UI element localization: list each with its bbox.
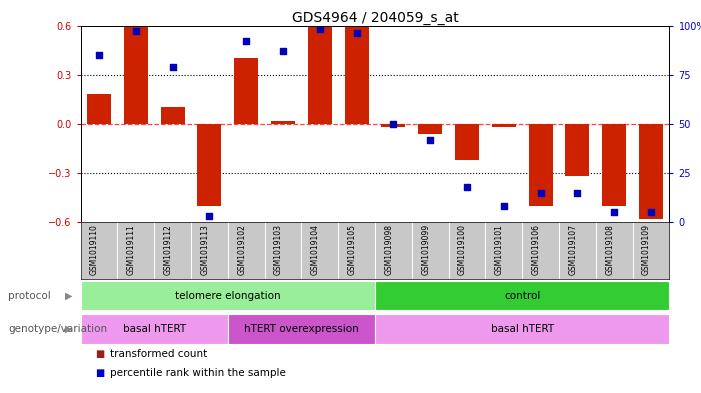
Bar [492, 124, 516, 127]
Bar [198, 124, 222, 206]
Bar [418, 124, 442, 134]
Text: GSM1019109: GSM1019109 [642, 224, 651, 275]
Text: GSM1019113: GSM1019113 [200, 224, 210, 275]
Point [204, 213, 215, 219]
Text: ▶: ▶ [65, 324, 72, 334]
Bar [375, 314, 669, 344]
Bar [124, 27, 148, 124]
Text: GSM1019099: GSM1019099 [421, 224, 430, 275]
Text: ■: ■ [95, 349, 104, 359]
Text: ▶: ▶ [65, 291, 72, 301]
Bar [271, 121, 295, 124]
Bar [308, 27, 332, 124]
Text: percentile rank within the sample: percentile rank within the sample [110, 367, 286, 378]
Bar [639, 124, 663, 219]
Text: GSM1019108: GSM1019108 [605, 224, 614, 275]
Bar [234, 58, 258, 124]
Text: GSM1019110: GSM1019110 [90, 224, 99, 275]
Bar [375, 281, 669, 310]
Text: transformed count: transformed count [110, 349, 207, 359]
Point [314, 26, 325, 33]
Bar [566, 124, 590, 176]
Point [425, 136, 436, 143]
Text: GSM1019104: GSM1019104 [311, 224, 320, 275]
Point [646, 209, 657, 215]
Bar [455, 124, 479, 160]
Text: GSM1019098: GSM1019098 [384, 224, 393, 275]
Bar [529, 124, 552, 206]
Point [278, 48, 289, 54]
Text: GSM1019102: GSM1019102 [237, 224, 246, 275]
Text: telomere elongation: telomere elongation [175, 291, 280, 301]
Text: GSM1019105: GSM1019105 [348, 224, 357, 275]
Point [388, 121, 399, 127]
Bar [87, 94, 111, 124]
Text: protocol: protocol [8, 291, 51, 301]
Bar [228, 314, 375, 344]
Bar [81, 281, 375, 310]
Text: GSM1019107: GSM1019107 [569, 224, 578, 275]
Bar [381, 124, 405, 127]
Point [461, 184, 472, 190]
Point [240, 38, 252, 44]
Point [167, 64, 178, 70]
Text: hTERT overexpression: hTERT overexpression [244, 324, 359, 334]
Text: ■: ■ [95, 367, 104, 378]
Point [498, 203, 510, 209]
Text: GSM1019101: GSM1019101 [495, 224, 504, 275]
Text: control: control [504, 291, 540, 301]
Bar [161, 107, 184, 124]
Text: GSM1019100: GSM1019100 [458, 224, 467, 275]
Bar [602, 124, 626, 206]
Text: GSM1019112: GSM1019112 [163, 224, 172, 274]
Bar [81, 314, 228, 344]
Point [535, 189, 546, 196]
Text: basal hTERT: basal hTERT [491, 324, 554, 334]
Text: basal hTERT: basal hTERT [123, 324, 186, 334]
Point [130, 28, 142, 35]
Bar [345, 27, 369, 124]
Text: GSM1019106: GSM1019106 [531, 224, 540, 275]
Title: GDS4964 / 204059_s_at: GDS4964 / 204059_s_at [292, 11, 458, 24]
Point [351, 30, 362, 37]
Point [93, 52, 104, 58]
Text: GSM1019111: GSM1019111 [127, 224, 136, 274]
Text: genotype/variation: genotype/variation [8, 324, 107, 334]
Point [572, 189, 583, 196]
Text: GSM1019103: GSM1019103 [274, 224, 283, 275]
Point [608, 209, 620, 215]
